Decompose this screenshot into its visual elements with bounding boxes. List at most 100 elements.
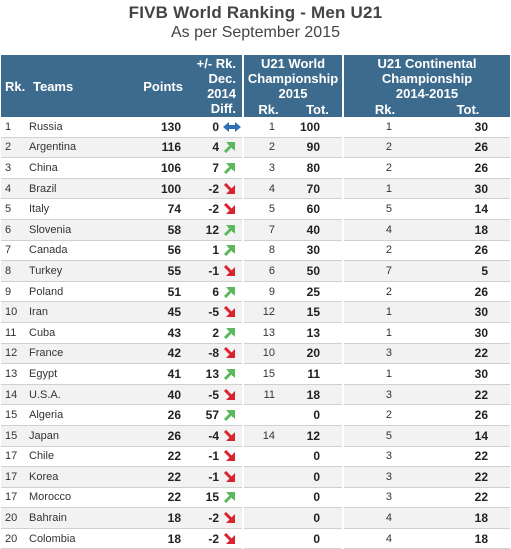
header-cont-tot: Tot. xyxy=(426,102,510,117)
continental-total-cell: 18 xyxy=(426,507,510,529)
rank-cell: 9 xyxy=(1,281,29,303)
rank-cell: 4 xyxy=(1,178,29,200)
rank-cell: 20 xyxy=(1,528,29,549)
world-total-cell: 0 xyxy=(293,404,343,426)
team-cell: China xyxy=(29,157,127,179)
table-header: Rk. Teams Points +/- Rk. Dec. 2014 Diff.… xyxy=(1,55,510,117)
arrow-down-icon xyxy=(223,470,242,483)
continental-total-cell: 18 xyxy=(426,528,510,549)
trend-icon-cell xyxy=(221,117,243,138)
trend-icon-cell xyxy=(221,404,243,426)
team-cell: Cuba xyxy=(29,322,127,344)
world-total-cell: 0 xyxy=(293,528,343,549)
points-cell: 26 xyxy=(127,425,187,447)
world-rank-cell: 15 xyxy=(242,363,293,385)
header-rank: Rk. xyxy=(1,55,29,102)
rank-cell: 2 xyxy=(1,137,29,159)
points-cell: 106 xyxy=(127,157,187,179)
table-row: 5 Italy 74 -2 5 60 5 14 xyxy=(1,198,510,220)
continental-total-cell: 22 xyxy=(426,384,510,406)
arrow-down-icon xyxy=(223,450,242,462)
diff-cell: 12 xyxy=(187,219,221,241)
continental-rank-cell: 3 xyxy=(342,487,426,509)
world-rank-cell xyxy=(242,487,293,509)
continental-total-cell: 22 xyxy=(426,466,510,488)
diff-cell: 0 xyxy=(187,117,221,138)
world-total-cell: 0 xyxy=(293,507,343,529)
arrow-down-icon xyxy=(223,532,242,545)
continental-total-cell: 30 xyxy=(426,363,510,385)
header-teams: Teams xyxy=(29,55,127,102)
continental-total-cell: 26 xyxy=(426,281,510,303)
trend-icon-cell xyxy=(221,425,243,447)
diff-cell: -2 xyxy=(187,507,221,529)
world-total-cell: 15 xyxy=(293,301,343,323)
continental-total-cell: 30 xyxy=(426,178,510,200)
continental-rank-cell: 7 xyxy=(342,260,426,282)
table-row: 9 Poland 51 6 9 25 2 26 xyxy=(1,281,510,303)
trend-icon-cell xyxy=(221,137,243,159)
trend-icon-cell xyxy=(221,363,243,385)
rank-cell: 17 xyxy=(1,466,29,488)
world-total-cell: 70 xyxy=(293,178,343,200)
header-continental-championship: U21 Continental Championship 2014-2015 xyxy=(342,55,510,102)
header-blank xyxy=(1,102,29,117)
table-row: 20 Colombia 18 -2 0 4 18 xyxy=(1,528,510,549)
continental-rank-cell: 3 xyxy=(342,384,426,406)
diff-cell: -2 xyxy=(187,198,221,220)
continental-total-cell: 22 xyxy=(426,446,510,468)
header-blank xyxy=(29,102,127,117)
rank-cell: 13 xyxy=(1,363,29,385)
diff-cell: 4 xyxy=(187,137,221,159)
rank-cell: 8 xyxy=(1,260,29,282)
page-subtitle: As per September 2015 xyxy=(171,24,340,41)
continental-rank-cell: 2 xyxy=(342,281,426,303)
rank-cell: 17 xyxy=(1,446,29,468)
continental-rank-cell: 4 xyxy=(342,528,426,549)
table-row: 7 Canada 56 1 8 30 2 26 xyxy=(1,240,510,262)
ranking-table: Rk. Teams Points +/- Rk. Dec. 2014 Diff.… xyxy=(1,55,510,549)
trend-icon-cell xyxy=(221,219,243,241)
team-cell: Russia xyxy=(29,117,127,138)
rank-cell: 5 xyxy=(1,198,29,220)
diff-cell: -4 xyxy=(187,425,221,447)
team-cell: Italy xyxy=(29,198,127,220)
continental-total-cell: 26 xyxy=(426,157,510,179)
world-rank-cell: 13 xyxy=(242,322,293,344)
rank-cell: 12 xyxy=(1,343,29,365)
trend-icon-cell xyxy=(221,178,243,200)
rank-cell: 1 xyxy=(1,117,29,138)
trend-icon-cell xyxy=(221,240,243,262)
team-cell: Brazil xyxy=(29,178,127,200)
continental-rank-cell: 1 xyxy=(342,301,426,323)
arrow-up-icon xyxy=(223,491,242,504)
world-total-cell: 40 xyxy=(293,219,343,241)
diff-cell: -1 xyxy=(187,260,221,282)
continental-rank-cell: 5 xyxy=(342,198,426,220)
world-total-cell: 18 xyxy=(293,384,343,406)
world-total-cell: 90 xyxy=(293,137,343,159)
world-total-cell: 20 xyxy=(293,343,343,365)
header-cont-rk: Rk. xyxy=(342,102,426,117)
world-rank-cell: 8 xyxy=(242,240,293,262)
table-row: 4 Brazil 100 -2 4 70 1 30 xyxy=(1,178,510,200)
points-cell: 56 xyxy=(127,240,187,262)
points-cell: 18 xyxy=(127,507,187,529)
table-row: 10 Iran 45 -5 12 15 1 30 xyxy=(1,301,510,323)
world-total-cell: 25 xyxy=(293,281,343,303)
team-cell: Egypt xyxy=(29,363,127,385)
world-rank-cell: 7 xyxy=(242,219,293,241)
rank-cell: 15 xyxy=(1,404,29,426)
world-rank-cell: 4 xyxy=(242,178,293,200)
header-world-rk: Rk. xyxy=(242,102,293,117)
points-cell: 22 xyxy=(127,466,187,488)
team-cell: Colombia xyxy=(29,528,127,549)
arrow-down-icon xyxy=(223,512,242,524)
table-row: 20 Bahrain 18 -2 0 4 18 xyxy=(1,507,510,529)
header-world-championship: U21 World Championship 2015 xyxy=(242,55,343,102)
continental-rank-cell: 2 xyxy=(342,404,426,426)
diff-cell: -1 xyxy=(187,446,221,468)
rank-cell: 14 xyxy=(1,384,29,406)
team-cell: Slovenia xyxy=(29,219,127,241)
points-cell: 43 xyxy=(127,322,187,344)
